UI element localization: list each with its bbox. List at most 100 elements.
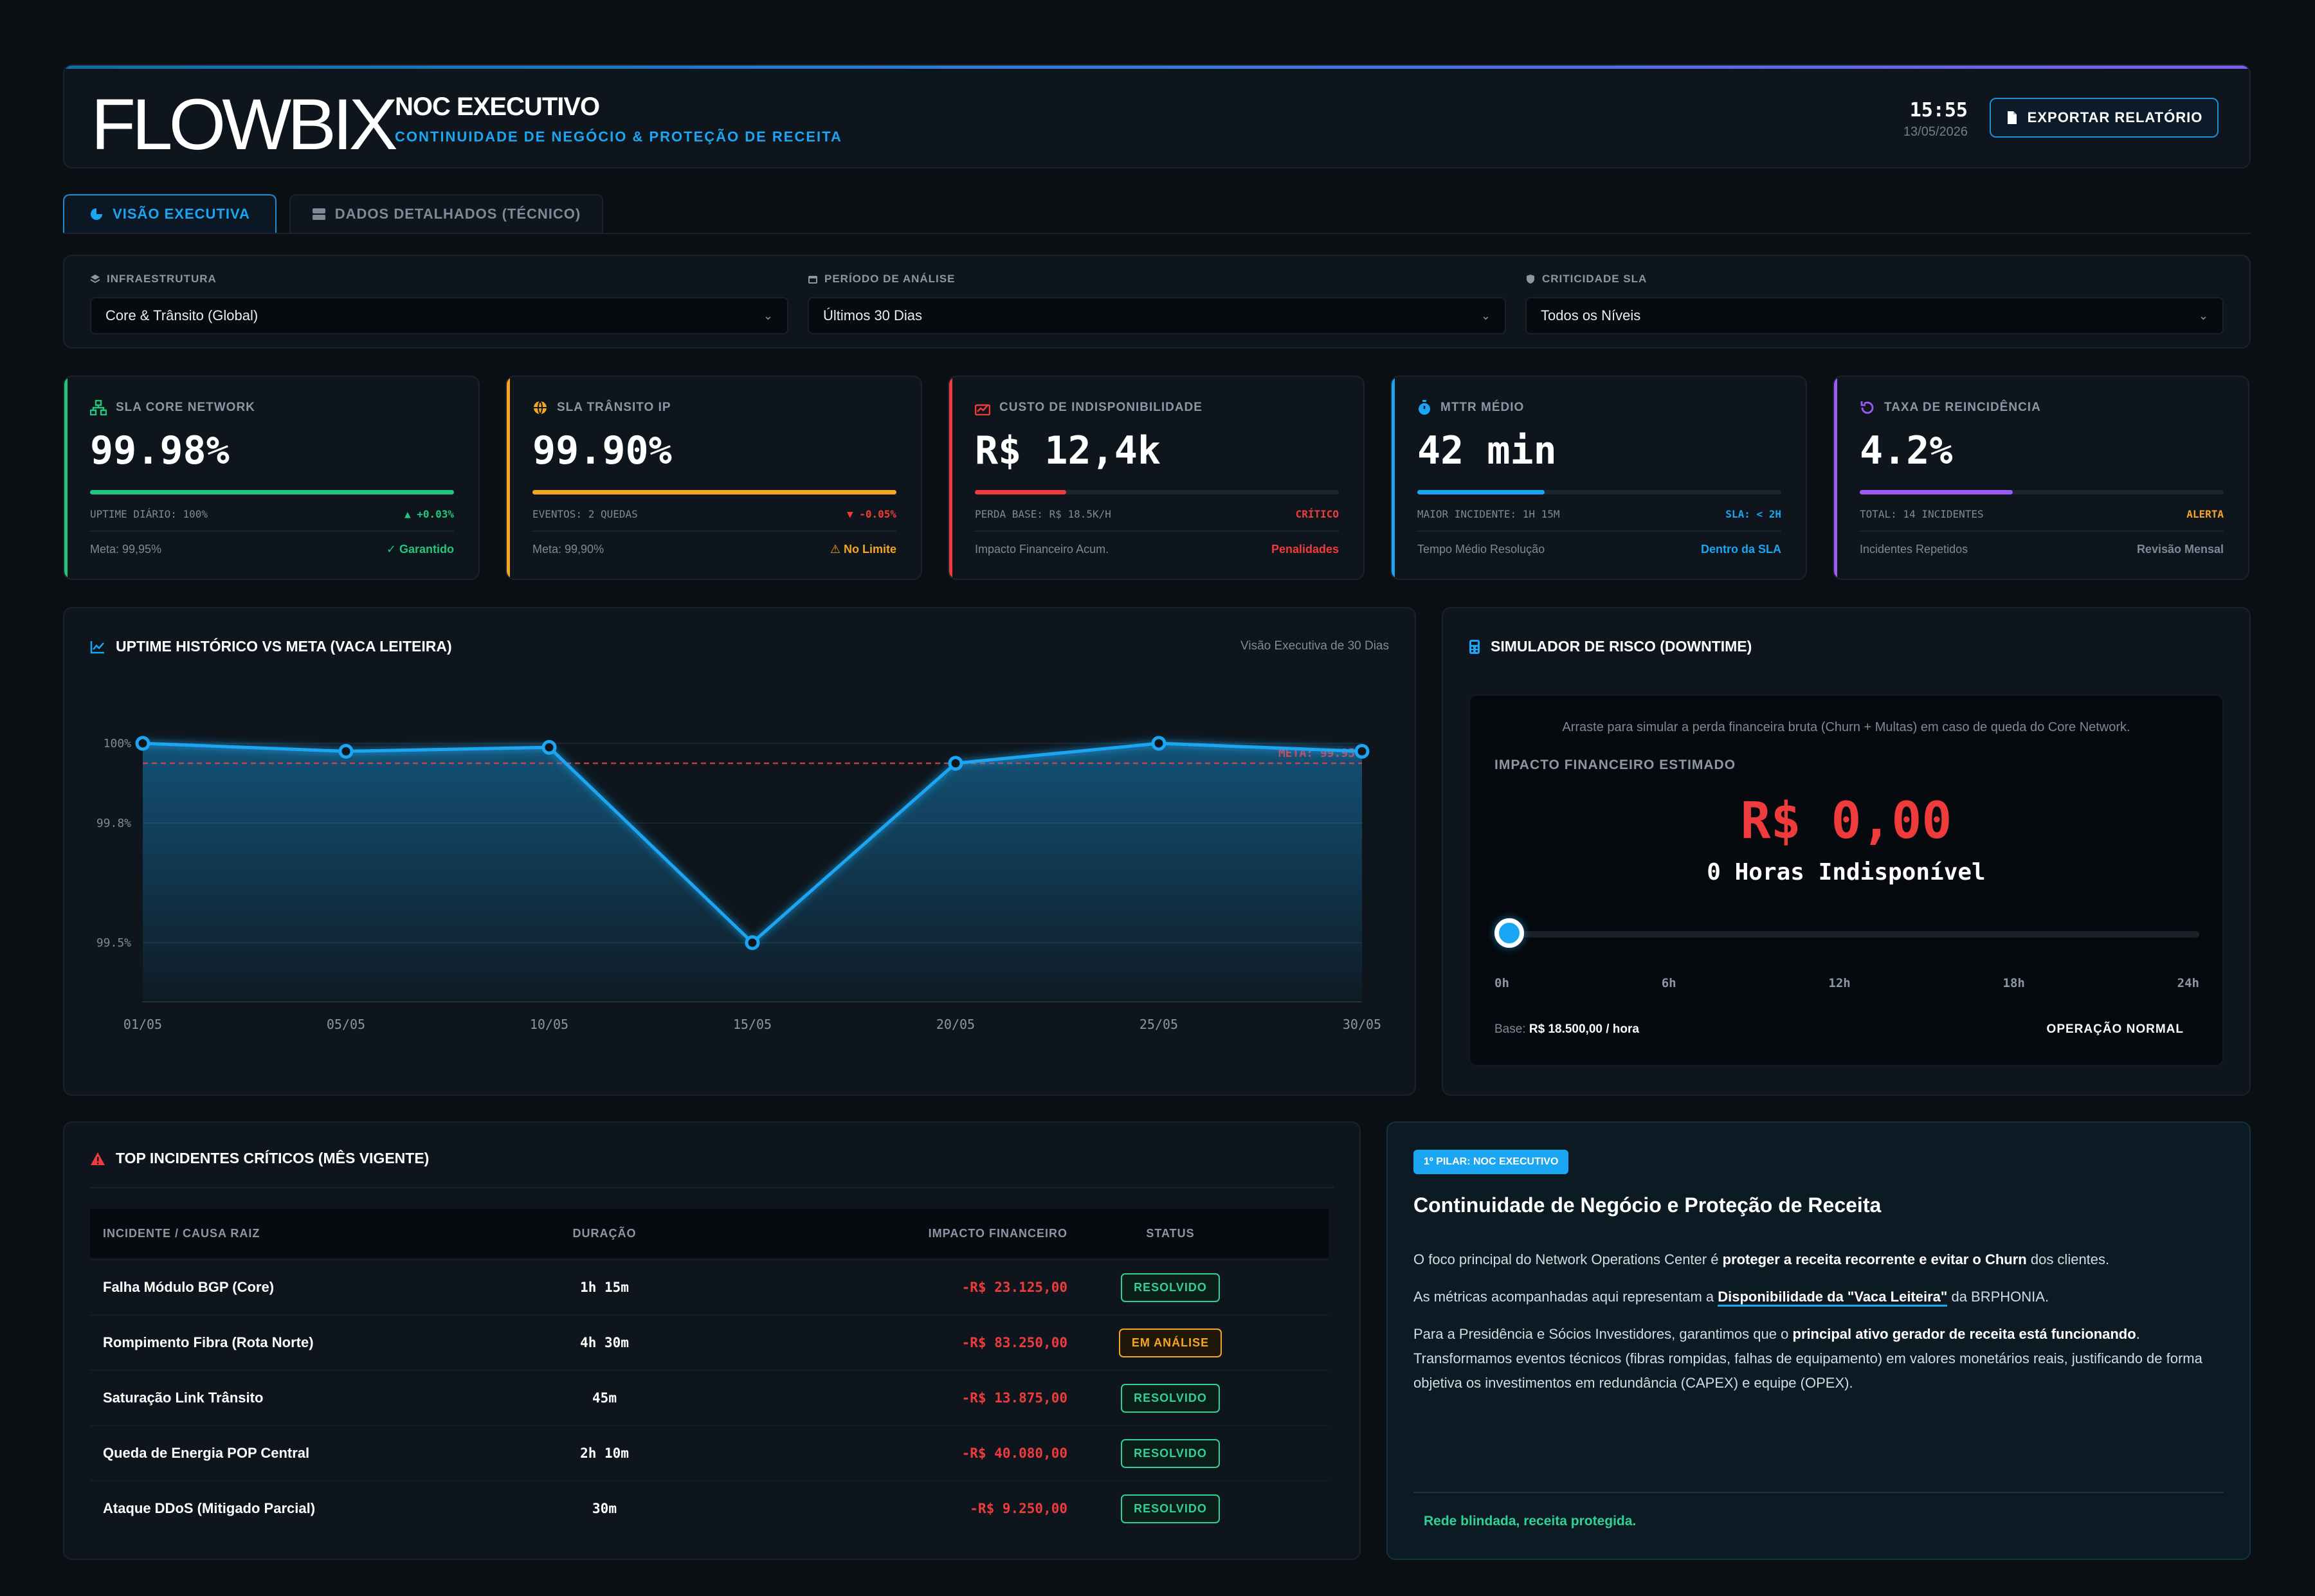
- kpi-accent-bar: [1392, 377, 1395, 579]
- shield-icon: [1527, 275, 1534, 284]
- tab-visao-executiva[interactable]: VISÃO EXECUTIVA: [63, 194, 277, 233]
- pillar-paragraph: As métricas acompanhadas aqui representa…: [1413, 1285, 2224, 1309]
- text-strong: proteger a receita recorrente e evitar o…: [1722, 1251, 2027, 1267]
- layers-icon: [90, 275, 100, 284]
- data-point[interactable]: [135, 736, 150, 751]
- filter-label-text: INFRAESTRUTURA: [107, 273, 217, 285]
- pie-chart-icon: [91, 208, 103, 220]
- table-row[interactable]: Queda de Energia POP Central 2h 10m -R$ …: [90, 1425, 1329, 1480]
- tab-dados-detalhados[interactable]: DADOS DETALHADOS (TÉCNICO): [289, 194, 603, 233]
- data-point[interactable]: [1354, 743, 1370, 759]
- stopwatch-icon: [1419, 400, 1430, 415]
- data-point[interactable]: [541, 739, 557, 755]
- table-row[interactable]: Ataque DDoS (Mitigado Parcial) 30m -R$ 9…: [90, 1480, 1329, 1536]
- kpi-status: ⚠ No Limite: [830, 543, 896, 556]
- kpi-detail-row: MAIOR INCIDENTE: 1H 15M SLA: < 2H: [1417, 508, 1781, 532]
- incident-duration: 2h 10m: [580, 1446, 629, 1461]
- filter-label-infra: INFRAESTRUTURA: [90, 273, 788, 286]
- chevron-down-icon: ⌄: [763, 309, 773, 322]
- filter-label-text: PERÍODO DE ANÁLISE: [824, 273, 956, 285]
- downtime-slider-track[interactable]: [1510, 931, 2199, 938]
- x-tick-label: 15/05: [733, 1017, 772, 1032]
- kpi-meta: Tempo Médio Resolução: [1417, 543, 1545, 556]
- kpi-footer-row: Incidentes Repetidos Revisão Mensal: [1860, 543, 2224, 556]
- simulator-title: SIMULADOR DE RISCO (DOWNTIME): [1469, 638, 1752, 655]
- kpi-label-text: MTTR MÉDIO: [1440, 401, 1525, 414]
- kpi-accent-bar: [507, 377, 510, 579]
- kpi-progress-track: [1860, 490, 2224, 494]
- incident-name: Saturação Link Trânsito: [103, 1390, 264, 1406]
- export-report-button[interactable]: EXPORTAR RELATÓRIO: [1990, 98, 2219, 138]
- risk-simulator-panel: SIMULADOR DE RISCO (DOWNTIME) Arraste pa…: [1442, 607, 2251, 1096]
- pillar-paragraph: Para a Presidência e Sócios Investidores…: [1413, 1322, 2224, 1395]
- kpi-sla-transito: SLA TRÂNSITO IP 99.90% EVENTOS: 2 QUEDAS…: [505, 376, 922, 580]
- kpi-detail: TOTAL: 14 INCIDENTES: [1860, 508, 1984, 520]
- data-point[interactable]: [1151, 736, 1167, 751]
- select-value: Todos os Níveis: [1541, 307, 1641, 323]
- incident-status: RESOLVIDO: [1106, 1371, 1235, 1425]
- x-tick-label: 01/05: [123, 1017, 162, 1032]
- x-tick-label: 30/05: [1343, 1017, 1381, 1032]
- kpi-label-text: TAXA DE REINCIDÊNCIA: [1884, 401, 2041, 414]
- kpi-value: 99.98%: [90, 428, 230, 473]
- incident-name: Falha Módulo BGP (Core): [103, 1279, 275, 1295]
- simulator-caption: IMPACTO FINANCEIRO ESTIMADO: [1494, 757, 1736, 772]
- highlight-link: Disponibilidade da "Vaca Leiteira": [1718, 1289, 1948, 1307]
- kpi-label-text: SLA CORE NETWORK: [116, 401, 255, 414]
- incident-status: RESOLVIDO: [1106, 1482, 1235, 1536]
- kpi-status: Penalidades: [1271, 543, 1339, 556]
- kpi-footer-row: Tempo Médio Resolução Dentro da SLA: [1417, 543, 1781, 556]
- data-point[interactable]: [338, 743, 354, 759]
- divider: [90, 1187, 1334, 1188]
- kpi-sla-core: SLA CORE NETWORK 99.98% UPTIME DIÁRIO: 1…: [63, 376, 480, 580]
- incident-status: EM ANÁLISE: [1106, 1316, 1235, 1370]
- kpi-detail: PERDA BASE: R$ 18.5K/H: [975, 508, 1111, 520]
- header-accent-bar: [64, 66, 2249, 69]
- line-chart-icon: [90, 640, 104, 653]
- kpi-meta: Meta: 99,95%: [90, 543, 162, 556]
- data-point[interactable]: [745, 935, 760, 950]
- incident-impact: -R$ 83.250,00: [961, 1335, 1067, 1350]
- x-tick-label: 25/05: [1139, 1017, 1178, 1032]
- incident-status: RESOLVIDO: [1106, 1260, 1235, 1314]
- tab-label: VISÃO EXECUTIVA: [113, 206, 250, 222]
- status-badge: EM ANÁLISE: [1118, 1328, 1222, 1357]
- kpi-detail-row: TOTAL: 14 INCIDENTES ALERTA: [1860, 508, 2224, 532]
- calendar-icon: [808, 276, 817, 284]
- filter-infraestrutura: INFRAESTRUTURA Core & Trânsito (Global) …: [90, 273, 788, 334]
- kpi-accent-bar: [1834, 377, 1837, 579]
- table-row[interactable]: Falha Módulo BGP (Core) 1h 15m -R$ 23.12…: [90, 1259, 1329, 1314]
- kpi-label-text: CUSTO DE INDISPONIBILIDADE: [999, 401, 1203, 414]
- text-span: dos clientes.: [2026, 1251, 2110, 1267]
- filter-label-periodo: PERÍODO DE ANÁLISE: [808, 273, 1506, 286]
- column-header: IMPACTO FINANCEIRO: [928, 1226, 1067, 1240]
- base-rate-value: R$ 18.500,00 / hora: [1529, 1022, 1639, 1036]
- incident-duration: 4h 30m: [580, 1335, 629, 1350]
- kpi-progress-fill: [975, 490, 1066, 494]
- calculator-icon: [1469, 639, 1480, 654]
- kpi-footer-row: Meta: 99,90% ⚠ No Limite: [532, 543, 896, 556]
- kpi-label: SLA CORE NETWORK: [90, 400, 255, 415]
- rotate-icon: [1860, 401, 1874, 414]
- table-row[interactable]: Saturação Link Trânsito 45m -R$ 13.875,0…: [90, 1370, 1329, 1425]
- kpi-status: ✓ Garantido: [386, 543, 454, 556]
- slider-tick: 18h: [2002, 976, 2025, 990]
- downtime-slider-handle[interactable]: [1494, 918, 1524, 948]
- network-icon: [90, 400, 107, 415]
- incidents-title-text: TOP INCIDENTES CRÍTICOS (MÊS VIGENTE): [116, 1150, 430, 1166]
- status-badge: RESOLVIDO: [1121, 1273, 1220, 1302]
- kpi-value: 99.90%: [532, 428, 672, 473]
- column-header: DURAÇÃO: [572, 1226, 637, 1240]
- uptime-chart-panel: UPTIME HISTÓRICO VS META (VACA LEITEIRA)…: [63, 607, 1416, 1096]
- text-span: As métricas acompanhadas aqui representa…: [1413, 1289, 1718, 1305]
- header-bar: FLOWBIX NOC EXECUTIVO CONTINUIDADE DE NE…: [63, 64, 2251, 168]
- criticidade-select[interactable]: Todos os Níveis ⌄: [1525, 297, 2224, 334]
- data-point[interactable]: [948, 756, 963, 771]
- base-rate-label: Base:: [1494, 1022, 1526, 1036]
- slider-ticks: 0h 6h 12h 18h 24h: [1494, 976, 2199, 990]
- periodo-select[interactable]: Últimos 30 Dias ⌄: [808, 297, 1506, 334]
- y-tick-label: 99.8%: [96, 817, 131, 830]
- table-row[interactable]: Rompimento Fibra (Rota Norte) 4h 30m -R$…: [90, 1314, 1329, 1370]
- infraestrutura-select[interactable]: Core & Trânsito (Global) ⌄: [90, 297, 788, 334]
- simulator-hint: Arraste para simular a perda financeira …: [1562, 720, 2130, 734]
